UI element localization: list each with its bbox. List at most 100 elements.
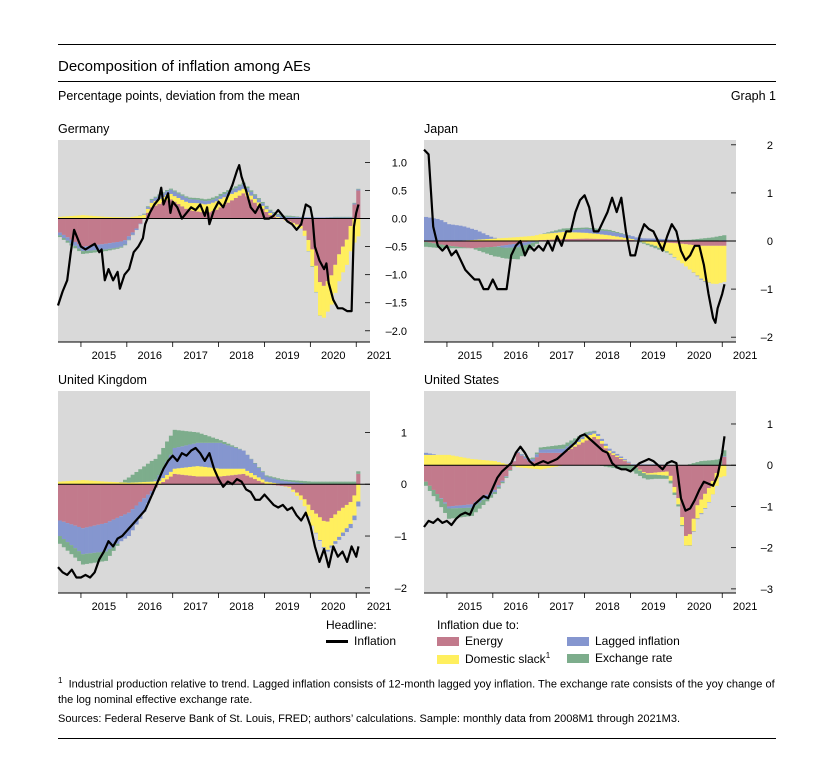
bar-energy <box>653 465 658 473</box>
bar-exchange <box>149 460 154 482</box>
bar-domestic <box>115 217 120 219</box>
bar-exchange <box>77 551 82 562</box>
bar-lagged <box>96 524 101 553</box>
bar-lagged <box>145 494 151 504</box>
bar-energy <box>446 241 452 246</box>
bar-exchange <box>649 244 654 247</box>
y-tick-label: 0 <box>767 460 773 472</box>
bar-exchange <box>450 508 455 519</box>
bar-domestic <box>611 453 616 455</box>
bar-exchange <box>306 481 311 484</box>
bar-exchange <box>714 236 719 241</box>
bar-energy <box>722 456 727 466</box>
bar-energy <box>672 465 677 488</box>
bar-lagged <box>439 498 444 499</box>
bar-lagged <box>65 523 70 543</box>
bar-lagged <box>554 448 559 453</box>
bar-energy <box>714 465 719 473</box>
bar-exchange <box>538 447 543 450</box>
bar-domestic <box>504 464 509 466</box>
bar-energy <box>126 484 131 513</box>
bar-energy <box>256 205 261 219</box>
bar-energy <box>592 238 597 241</box>
x-tick-label: 2021 <box>367 601 391 613</box>
legend-energy-label: Energy <box>465 634 504 648</box>
bar-energy <box>645 465 650 474</box>
bar-energy <box>569 448 574 466</box>
bar-lagged <box>511 243 517 248</box>
bar-energy <box>500 241 505 246</box>
bar-domestic <box>268 212 273 216</box>
legend-headline: Headline: Inflation <box>326 618 406 648</box>
bar-domestic <box>458 456 463 466</box>
bar-lagged <box>103 523 109 552</box>
bar-exchange <box>352 481 357 485</box>
bar-lagged <box>352 515 357 521</box>
bar-exchange <box>168 188 174 190</box>
bar-domestic <box>138 215 143 219</box>
bar-exchange <box>580 227 585 230</box>
bar-domestic <box>653 241 658 246</box>
bar-domestic <box>722 245 727 282</box>
bar-exchange <box>492 492 497 495</box>
bar-lagged <box>142 214 147 215</box>
bar-exchange <box>691 463 696 466</box>
bar-exchange <box>504 476 509 478</box>
bar-energy <box>477 241 482 248</box>
bar-energy <box>641 465 647 473</box>
bar-exchange <box>561 228 566 231</box>
bar-exchange <box>92 250 97 253</box>
bar-energy <box>344 218 349 240</box>
bar-energy <box>73 484 78 526</box>
bar-domestic <box>103 216 109 219</box>
bar-domestic <box>100 216 105 219</box>
x-tick-label: 2017 <box>183 601 207 613</box>
bar-lagged <box>149 200 154 203</box>
bar-lagged <box>58 232 63 236</box>
bar-energy <box>287 484 292 487</box>
bar-domestic <box>230 468 235 476</box>
bar-lagged <box>672 239 677 241</box>
bar-domestic <box>706 245 712 283</box>
bar-energy <box>230 475 235 485</box>
bar-lagged <box>619 233 624 238</box>
bar-exchange <box>645 474 650 480</box>
bar-domestic <box>100 481 105 485</box>
bar-energy <box>664 465 670 472</box>
bar-energy <box>168 476 174 485</box>
bar-lagged <box>557 448 562 453</box>
bar-lagged <box>138 501 143 519</box>
bar-energy <box>230 200 235 219</box>
bar-lagged <box>504 476 509 477</box>
bar-exchange <box>672 492 677 495</box>
bar-lagged <box>119 241 124 247</box>
bar-energy <box>481 241 486 248</box>
bar-exchange <box>203 435 208 443</box>
bar-exchange <box>199 433 204 443</box>
bar-exchange <box>291 480 296 483</box>
bar-energy <box>710 241 715 246</box>
bar-exchange <box>199 198 204 201</box>
legend-domestic-sup: 1 <box>545 651 551 660</box>
bar-lagged <box>424 452 429 455</box>
bar-exchange <box>260 201 265 204</box>
bar-exchange <box>607 465 612 468</box>
bar-exchange <box>424 241 429 247</box>
bar-lagged <box>500 245 505 248</box>
bar-domestic <box>130 216 135 219</box>
bar-lagged <box>634 237 639 241</box>
bar-exchange <box>676 504 681 507</box>
bar-domestic <box>96 216 101 219</box>
inflation-line <box>56 164 360 313</box>
y-tick-label: 1 <box>401 427 407 439</box>
bar-exchange <box>531 457 536 459</box>
bar-domestic <box>168 193 174 200</box>
bar-domestic <box>340 507 346 533</box>
bar-energy <box>485 241 490 248</box>
bar-domestic <box>287 486 292 488</box>
bar-lagged <box>275 479 281 484</box>
bar-energy <box>615 239 620 241</box>
bar-exchange <box>275 478 281 480</box>
bar-energy <box>195 476 200 485</box>
bar-energy <box>500 465 505 481</box>
